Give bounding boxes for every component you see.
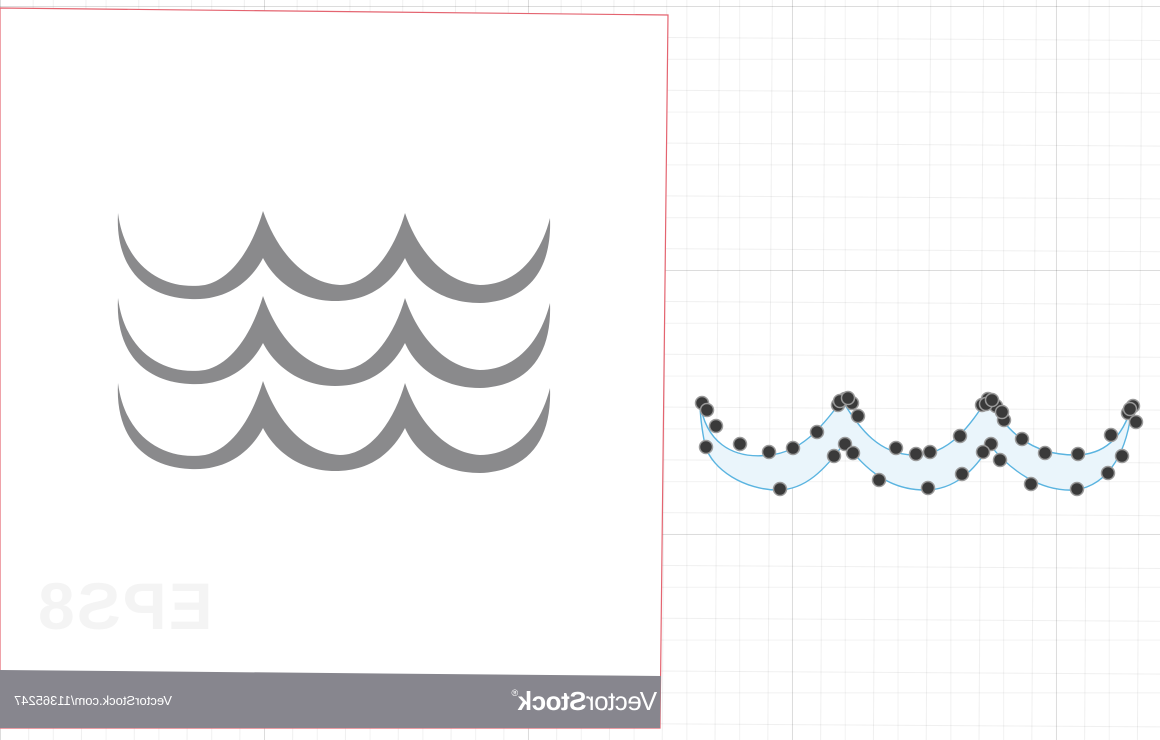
wave-row-1 — [117, 211, 551, 303]
vectorstock-logo: VectorStock® — [512, 686, 657, 717]
watermark-footer — [0, 670, 661, 728]
anchor-point[interactable] — [772, 481, 788, 497]
anchor-point[interactable] — [1100, 465, 1116, 481]
wave-row-2 — [117, 296, 551, 388]
anchor-point[interactable] — [1037, 445, 1053, 461]
selected-path-outline — [699, 396, 1133, 491]
anchor-point[interactable] — [871, 472, 887, 488]
brand-thin: Vector — [586, 686, 658, 716]
anchor-point[interactable] — [699, 402, 715, 418]
anchor-point[interactable] — [922, 444, 938, 460]
anchor-point[interactable] — [952, 428, 968, 444]
anchor-point[interactable] — [732, 436, 748, 452]
anchor-point[interactable] — [888, 440, 904, 456]
image-reference: VectorStock.com/11365247 — [14, 693, 173, 708]
anchor-point[interactable] — [845, 445, 861, 461]
anchor-point[interactable] — [708, 418, 724, 434]
selected-wave-path[interactable] — [694, 390, 1144, 497]
anchor-point[interactable] — [954, 466, 970, 482]
anchor-point[interactable] — [850, 408, 866, 424]
anchor-point[interactable] — [1128, 414, 1144, 430]
anchor-point[interactable] — [826, 448, 842, 464]
brand-bold: Stock — [518, 686, 587, 716]
format-watermark: EPS8 — [36, 568, 213, 644]
anchor-point[interactable] — [809, 424, 825, 440]
anchor-point[interactable] — [837, 436, 853, 452]
artboard[interactable] — [0, 7, 669, 729]
anchor-point[interactable] — [984, 392, 1000, 408]
wave-icon[interactable] — [117, 211, 551, 473]
anchor-point[interactable] — [908, 446, 924, 462]
brand-mark: ® — [512, 688, 519, 698]
wave-row-3 — [117, 381, 551, 473]
anchor-point[interactable] — [1014, 431, 1030, 447]
anchor-point[interactable] — [1023, 476, 1039, 492]
anchor-point[interactable] — [994, 404, 1010, 420]
anchor-point[interactable] — [1069, 481, 1085, 497]
anchor-point[interactable] — [1103, 427, 1119, 443]
anchor-point[interactable] — [698, 439, 714, 455]
anchor-point[interactable] — [1122, 401, 1138, 417]
anchor-point[interactable] — [920, 480, 936, 496]
anchor-points — [694, 390, 1144, 497]
anchor-point[interactable] — [1070, 446, 1086, 462]
anchor-point[interactable] — [785, 440, 801, 456]
anchor-point[interactable] — [1114, 448, 1130, 464]
anchor-point[interactable] — [761, 444, 777, 460]
anchor-point[interactable] — [975, 444, 991, 460]
anchor-point[interactable] — [992, 452, 1008, 468]
anchor-point[interactable] — [840, 390, 856, 406]
